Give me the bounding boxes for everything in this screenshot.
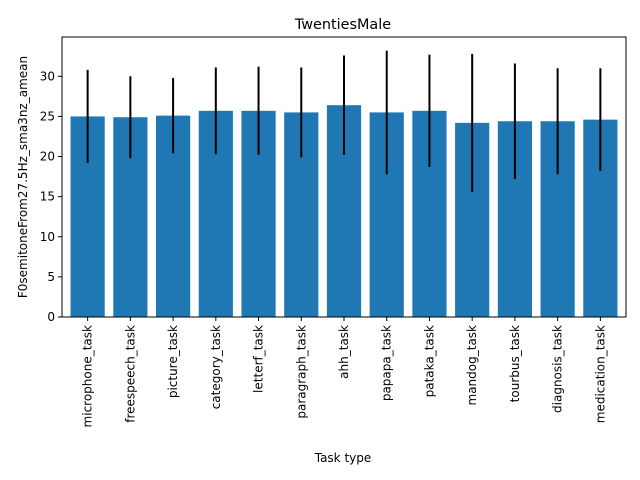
x-tick-label: pataka_task <box>422 325 436 397</box>
x-tick-label: paragraph_task <box>294 325 308 419</box>
x-tick-label: freespeech_task <box>123 325 137 423</box>
x-tick-label: tourbus_task <box>508 325 522 402</box>
bars-layer <box>70 105 618 318</box>
x-tick-label: mandog_task <box>465 325 479 406</box>
y-tick-label: 30 <box>40 69 55 83</box>
x-tick-label: microphone_task <box>81 325 95 427</box>
x-axis: microphone_task freespeech_task picture_ta… <box>81 317 607 427</box>
x-tick-label: medication_task <box>593 325 607 423</box>
x-axis-label: Task type <box>314 451 372 465</box>
x-tick-label: diagnosis_task <box>551 325 565 413</box>
x-tick-label: papapa_task <box>380 325 394 401</box>
y-tick-label: 10 <box>40 230 55 244</box>
y-axis: 0 5 10 15 20 25 30 <box>40 69 62 324</box>
x-tick-label: picture_task <box>166 325 180 398</box>
y-tick-label: 15 <box>40 190 55 204</box>
chart-title: TwentiesMale <box>294 17 391 33</box>
x-tick-label: category_task <box>209 325 223 409</box>
y-tick-label: 25 <box>40 109 55 123</box>
x-tick-label: letterf_task <box>252 325 266 393</box>
y-tick-label: 20 <box>40 150 55 164</box>
y-tick-label: 0 <box>47 310 55 324</box>
y-tick-label: 5 <box>47 270 55 284</box>
errorbars-layer <box>86 50 602 192</box>
x-tick-label: ahh_task <box>337 325 351 379</box>
y-axis-label: F0semitoneFrom27.5Hz_sma3nz_amean <box>16 56 30 298</box>
